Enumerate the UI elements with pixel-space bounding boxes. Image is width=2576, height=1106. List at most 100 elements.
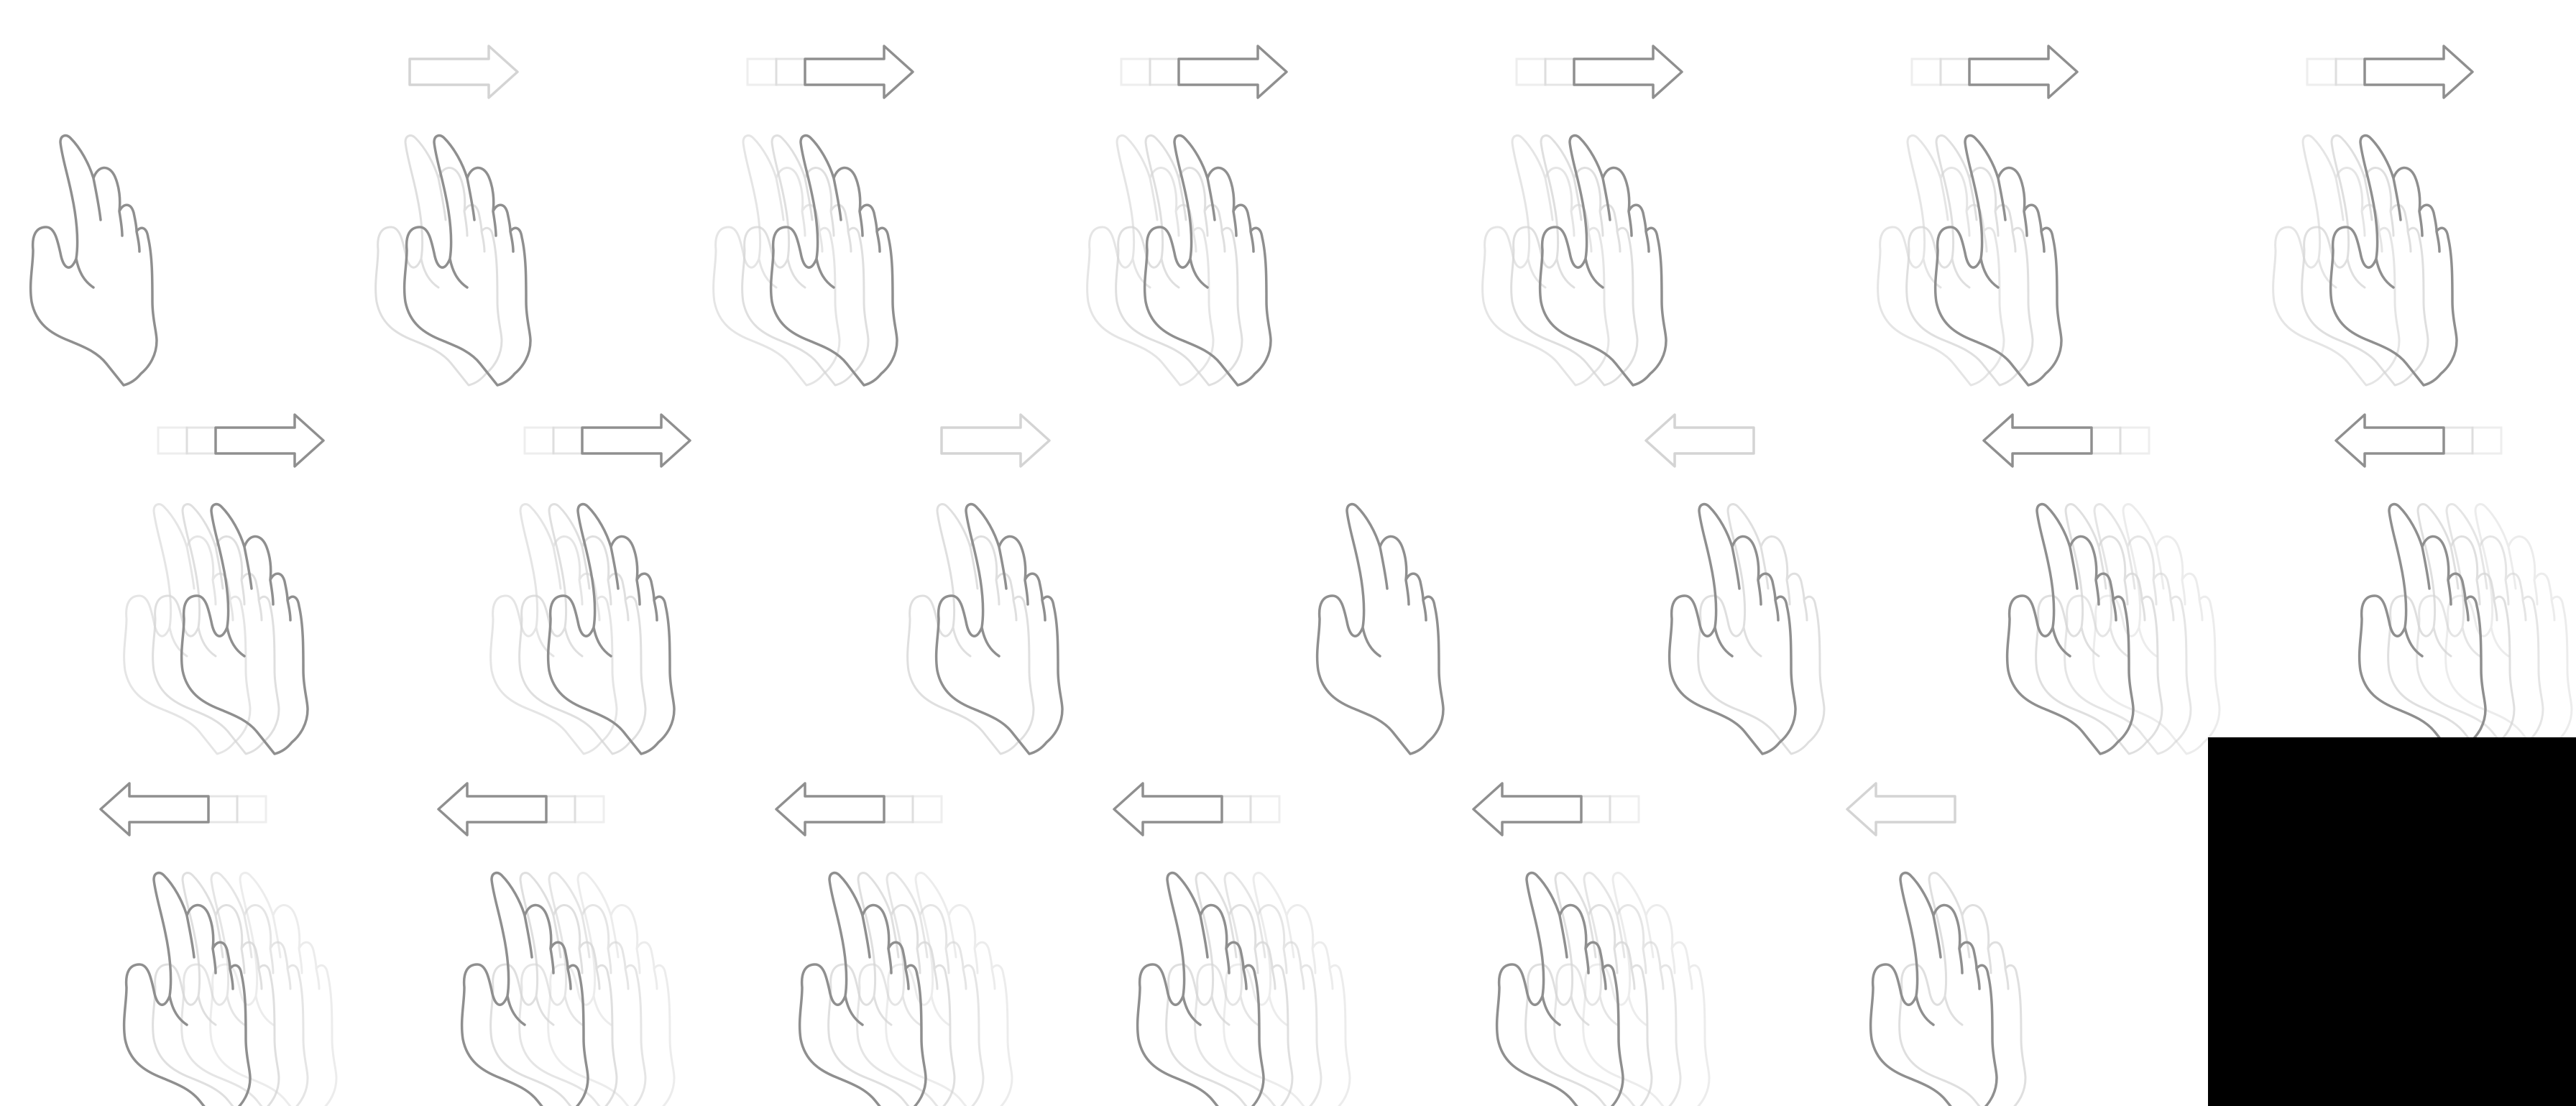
- ghost-hand-icon: [1115, 134, 1243, 387]
- hand-icon: [1668, 502, 1797, 755]
- gesture-frame: [437, 782, 676, 1106]
- arrow-right-icon: [940, 413, 1051, 468]
- arrow-trail-segment: [207, 795, 239, 824]
- arrow-left-icon: [1472, 782, 1583, 837]
- arrow-trail-segment: [1939, 57, 1971, 86]
- arrow-trail-segment: [1544, 57, 1576, 86]
- ghost-hand-icon: [2035, 503, 2163, 755]
- arrow-trail-segment: [185, 426, 217, 455]
- arrow-left-icon: [775, 782, 886, 837]
- arrow-trail-segment: [746, 57, 778, 86]
- gesture-frame: [374, 45, 532, 387]
- arrow-trail-segment: [1580, 795, 1611, 824]
- hand-icon: [460, 871, 589, 1106]
- gesture-frame: [1472, 782, 1711, 1106]
- arrow-left-icon: [437, 782, 548, 837]
- ghost-hand-icon: [123, 503, 252, 755]
- arrow-trail-segment: [157, 426, 188, 455]
- arrow-trail-segment: [2471, 426, 2503, 455]
- gesture-frame: [1877, 45, 2079, 387]
- ghost-hand-icon: [2301, 134, 2429, 387]
- arrow-trail-segment: [545, 795, 576, 824]
- ghost-hand-icon: [906, 503, 1035, 755]
- arrow-trail-segment: [1515, 57, 1547, 86]
- arrow-right-icon: [804, 45, 914, 99]
- gesture-frame: [29, 134, 158, 387]
- arrow-trail-segment: [2442, 426, 2474, 455]
- arrow-trail-segment: [552, 426, 584, 455]
- arrow-trail-segment: [574, 795, 605, 824]
- ghost-hand-icon: [1905, 134, 2034, 387]
- arrow-right-icon: [408, 45, 519, 99]
- hand-icon: [29, 134, 158, 387]
- arrow-trail-segment: [2334, 57, 2366, 86]
- arrow-trail-segment: [1609, 795, 1640, 824]
- arrow-trail-segment: [1910, 57, 1942, 86]
- gesture-frame: [2334, 413, 2573, 755]
- gesture-frame: [1644, 413, 1826, 755]
- arrow-right-icon: [214, 413, 325, 468]
- hand-icon: [2005, 502, 2135, 755]
- hand-icon: [402, 134, 532, 387]
- ghost-hand-icon: [741, 134, 870, 387]
- gesture-frame: [906, 413, 1064, 755]
- ghost-hand-icon: [1697, 503, 1826, 755]
- gesture-frame: [99, 782, 338, 1106]
- ghost-hand-icon: [1510, 134, 1639, 387]
- arrow-trail-segment: [911, 795, 943, 824]
- ghost-hand-icon: [152, 503, 280, 755]
- gesture-frame: [775, 782, 1013, 1106]
- ghost-hand-icon: [712, 134, 841, 387]
- arrow-trail-segment: [236, 795, 267, 824]
- ghost-hand-icon: [827, 872, 956, 1106]
- arrow-right-icon: [1177, 45, 1288, 99]
- ghost-hand-icon: [1481, 134, 1610, 387]
- ghost-hand-icon: [1524, 872, 1653, 1106]
- ghost-hand-icon: [1086, 134, 1215, 387]
- gesture-frame: [1982, 413, 2221, 755]
- arrow-left-icon: [1644, 413, 1755, 468]
- ghost-hand-icon: [1165, 872, 1294, 1106]
- arrow-trail-segment: [2090, 426, 2122, 455]
- hand-icon: [1315, 502, 1445, 755]
- arrow-right-icon: [1968, 45, 2079, 99]
- ghost-hand-icon: [1898, 872, 2027, 1106]
- gesture-frame: [1113, 782, 1351, 1106]
- arrow-trail-segment: [1249, 795, 1281, 824]
- arrow-left-icon: [2334, 413, 2445, 468]
- hand-icon: [2358, 502, 2487, 755]
- hand-icon: [798, 871, 927, 1106]
- gesture-frame: [1481, 45, 1683, 387]
- ghost-hand-icon: [2387, 503, 2516, 755]
- ghost-hand-icon: [489, 503, 618, 755]
- hand-icon: [1136, 871, 1265, 1106]
- hand-icon: [122, 871, 252, 1106]
- arrow-trail-segment: [1220, 795, 1252, 824]
- gesture-frame: [1086, 45, 1288, 387]
- ghost-hand-icon: [489, 872, 618, 1106]
- arrow-trail-segment: [523, 426, 555, 455]
- arrow-trail-segment: [1120, 57, 1151, 86]
- ghost-hand-icon: [1877, 134, 2005, 387]
- gesture-frame: [1315, 502, 1445, 755]
- gesture-frame: [123, 413, 325, 755]
- hand-icon: [1495, 871, 1624, 1106]
- hand-icon: [934, 502, 1064, 755]
- arrow-right-icon: [1573, 45, 1683, 99]
- arrow-right-icon: [2363, 45, 2474, 99]
- gesture-frame: [2272, 45, 2474, 387]
- arrow-left-icon: [99, 782, 210, 837]
- arrow-trail-segment: [883, 795, 914, 824]
- arrow-trail-segment: [2306, 57, 2337, 86]
- empty-frame-filler: [2208, 737, 2576, 1106]
- arrow-left-icon: [1982, 413, 2093, 468]
- ghost-hand-icon: [374, 134, 503, 387]
- gesture-frame: [712, 45, 914, 387]
- arrow-trail-segment: [775, 57, 806, 86]
- hand-icon: [1869, 871, 1998, 1106]
- arrow-trail-segment: [1149, 57, 1180, 86]
- gesture-frame: [1846, 782, 2027, 1106]
- ghost-hand-icon: [152, 872, 280, 1106]
- ghost-hand-icon: [518, 503, 647, 755]
